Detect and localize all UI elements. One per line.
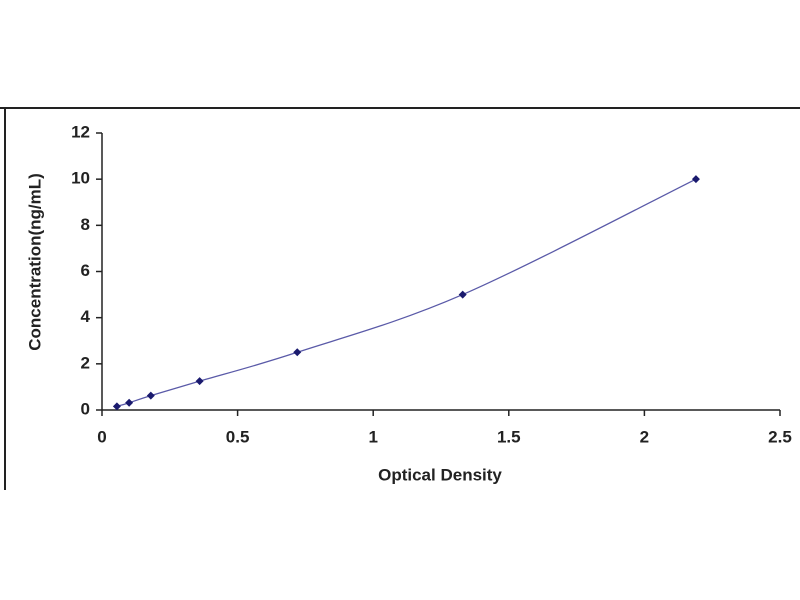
y-tick-label: 10 xyxy=(71,169,90,188)
x-tick-label: 0.5 xyxy=(226,427,250,446)
x-axis-label: Optical Density xyxy=(378,465,502,484)
y-tick-label: 8 xyxy=(81,215,90,234)
y-tick-label: 6 xyxy=(81,261,90,280)
x-tick-label: 2.5 xyxy=(768,427,792,446)
point xyxy=(112,402,121,411)
point xyxy=(293,348,302,357)
point xyxy=(125,398,134,407)
x-tick-label: 1 xyxy=(368,427,377,446)
point xyxy=(146,391,155,400)
y-axis-label: Concentration(ng/mL) xyxy=(25,173,44,351)
point xyxy=(195,377,204,386)
x-tick-label: 1.5 xyxy=(497,427,521,446)
x-tick-label: 2 xyxy=(640,427,649,446)
y-tick-label: 4 xyxy=(81,307,91,326)
x-tick-label: 0 xyxy=(97,427,106,446)
curve xyxy=(116,178,697,408)
y-tick-label: 0 xyxy=(81,399,90,418)
y-tick-label: 2 xyxy=(81,353,90,372)
y-tick-label: 12 xyxy=(71,122,90,141)
point xyxy=(458,290,467,299)
point xyxy=(691,175,700,184)
